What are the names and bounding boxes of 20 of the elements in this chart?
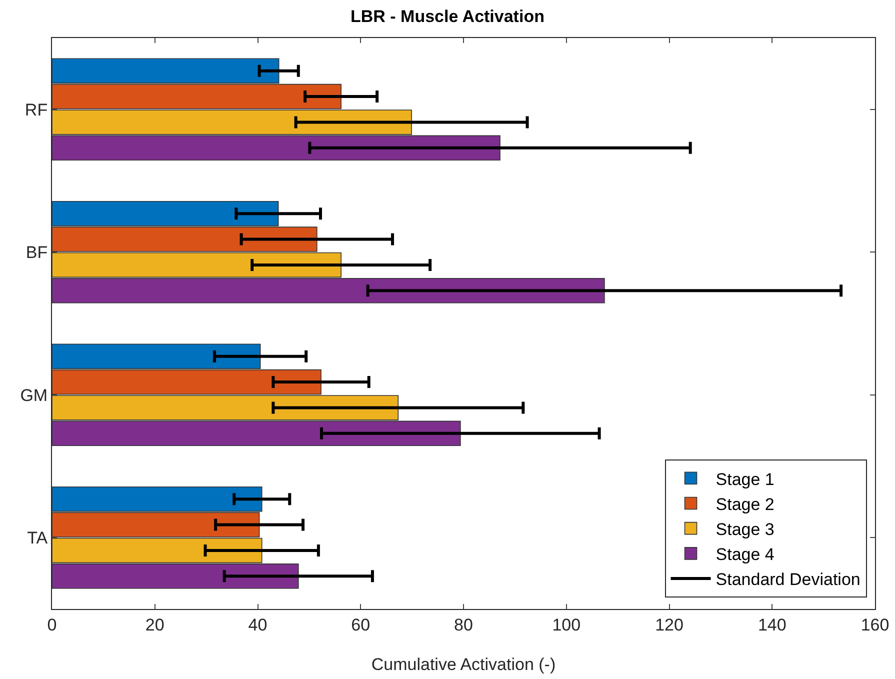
x-tick-label: 0: [47, 615, 57, 634]
legend-label: Stage 1: [716, 470, 774, 489]
x-tick-label: 100: [552, 615, 581, 634]
x-tick-label: 120: [655, 615, 684, 634]
y-tick-label: BF: [26, 243, 48, 262]
x-axis-title: Cumulative Activation (-): [371, 655, 556, 674]
x-tick-label: 140: [758, 615, 786, 634]
legend-label: Standard Deviation: [716, 570, 860, 590]
y-tick-label: TA: [27, 528, 48, 548]
legend-label: Stage 2: [716, 494, 774, 514]
x-tick-label: 80: [454, 615, 473, 634]
x-tick-label: 60: [351, 615, 370, 634]
y-tick-label: RF: [24, 100, 48, 120]
x-tick-label: 20: [145, 615, 164, 634]
legend-label: Stage 3: [716, 520, 774, 539]
y-tick-label: GM: [20, 386, 48, 405]
legend-label: Stage 4: [716, 545, 774, 564]
chart-title: LBR - Muscle Activation: [350, 7, 544, 26]
x-tick-label: 40: [248, 615, 268, 634]
x-tick-label: 160: [860, 615, 890, 634]
